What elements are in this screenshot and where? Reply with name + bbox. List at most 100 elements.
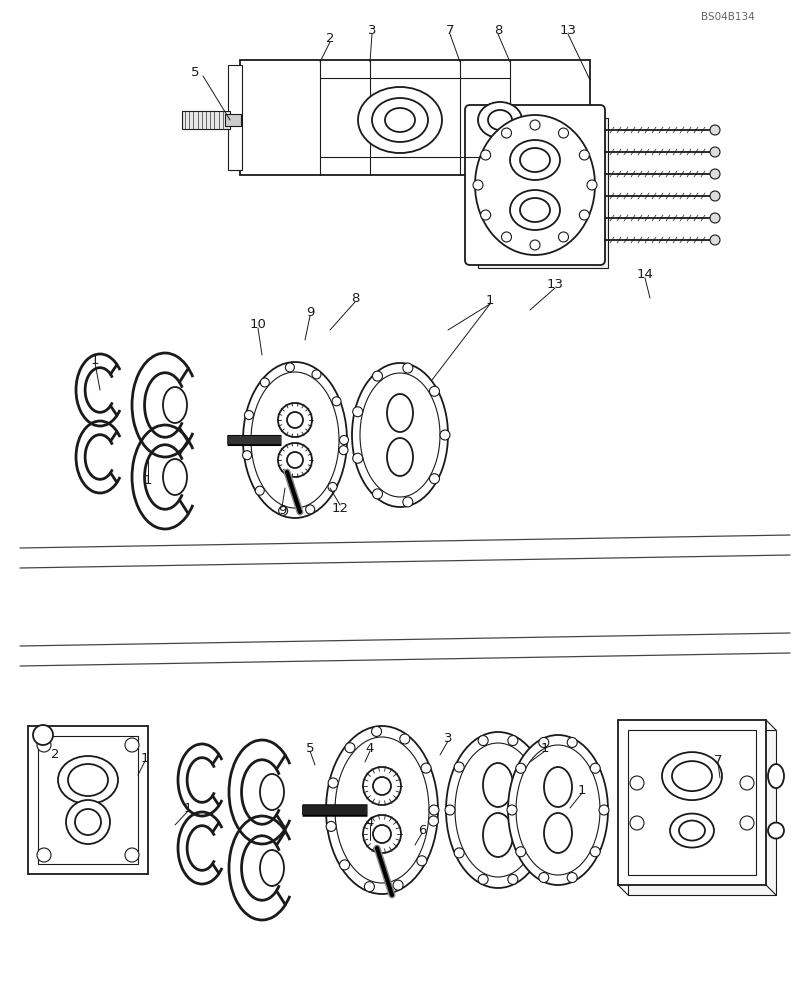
Circle shape: [567, 873, 577, 883]
Ellipse shape: [387, 438, 413, 476]
Bar: [240, 60, 590, 175]
Circle shape: [587, 180, 597, 190]
Circle shape: [532, 848, 542, 858]
Circle shape: [740, 816, 754, 830]
Circle shape: [710, 125, 720, 135]
FancyBboxPatch shape: [465, 105, 605, 265]
Circle shape: [768, 823, 784, 839]
Text: 8: 8: [351, 292, 360, 304]
Circle shape: [75, 809, 101, 835]
Ellipse shape: [670, 814, 714, 848]
Ellipse shape: [455, 743, 541, 877]
Ellipse shape: [516, 745, 600, 875]
Circle shape: [373, 825, 391, 843]
Circle shape: [242, 451, 251, 460]
Circle shape: [454, 848, 464, 858]
Text: 9: 9: [305, 306, 314, 320]
Bar: [628, 730, 756, 875]
Ellipse shape: [544, 813, 572, 853]
Ellipse shape: [483, 763, 513, 807]
Bar: [618, 720, 766, 885]
Text: 14: 14: [637, 268, 654, 282]
Text: 13: 13: [546, 278, 563, 292]
Circle shape: [285, 363, 294, 372]
Circle shape: [279, 506, 288, 515]
Ellipse shape: [544, 767, 572, 807]
Circle shape: [516, 847, 526, 857]
Text: 5: 5: [305, 742, 314, 754]
Text: 1: 1: [578, 784, 587, 796]
Text: 9: 9: [278, 504, 286, 516]
Circle shape: [328, 482, 337, 491]
Ellipse shape: [520, 148, 550, 172]
Circle shape: [345, 743, 355, 753]
Circle shape: [502, 128, 511, 138]
Circle shape: [440, 430, 450, 440]
Circle shape: [590, 763, 600, 773]
Text: 2: 2: [326, 31, 335, 44]
Circle shape: [558, 128, 569, 138]
Circle shape: [328, 778, 338, 788]
Circle shape: [255, 486, 264, 495]
Circle shape: [421, 763, 431, 773]
Bar: [478, 118, 608, 268]
Ellipse shape: [385, 108, 415, 132]
Circle shape: [353, 453, 363, 463]
Ellipse shape: [243, 362, 347, 518]
Ellipse shape: [358, 87, 442, 153]
Circle shape: [532, 762, 542, 772]
Circle shape: [245, 411, 254, 420]
Circle shape: [579, 210, 589, 220]
Circle shape: [507, 805, 517, 815]
Text: 4: 4: [366, 742, 374, 754]
Circle shape: [445, 805, 455, 815]
Circle shape: [353, 407, 363, 417]
Text: 1: 1: [486, 294, 494, 306]
Circle shape: [305, 505, 314, 514]
Circle shape: [516, 763, 526, 773]
Text: 1: 1: [141, 752, 149, 764]
Ellipse shape: [672, 761, 712, 791]
Circle shape: [710, 191, 720, 201]
Circle shape: [541, 805, 551, 815]
Circle shape: [372, 371, 382, 381]
Circle shape: [430, 386, 440, 396]
Ellipse shape: [508, 735, 608, 885]
Text: 6: 6: [418, 824, 426, 836]
Text: 3: 3: [444, 732, 452, 744]
Circle shape: [530, 120, 540, 130]
Text: 13: 13: [559, 23, 576, 36]
Ellipse shape: [662, 752, 722, 800]
Text: 2: 2: [51, 748, 59, 762]
Text: 1: 1: [183, 802, 192, 814]
Text: 7: 7: [446, 23, 454, 36]
Ellipse shape: [510, 190, 560, 230]
Circle shape: [393, 880, 403, 890]
Ellipse shape: [163, 459, 187, 495]
Text: 8: 8: [494, 23, 503, 36]
Circle shape: [508, 874, 518, 884]
Circle shape: [364, 882, 374, 892]
Circle shape: [454, 762, 464, 772]
Ellipse shape: [260, 774, 284, 810]
Bar: [182, 111, 230, 129]
Ellipse shape: [488, 110, 512, 130]
Bar: [228, 65, 242, 170]
Circle shape: [630, 776, 644, 790]
Circle shape: [363, 767, 401, 805]
Circle shape: [66, 800, 110, 844]
Circle shape: [481, 210, 490, 220]
Circle shape: [400, 734, 410, 744]
Text: 3: 3: [368, 23, 377, 36]
Ellipse shape: [483, 813, 513, 857]
Circle shape: [710, 213, 720, 223]
Circle shape: [567, 737, 577, 747]
Circle shape: [403, 497, 413, 507]
Circle shape: [37, 738, 51, 752]
Ellipse shape: [679, 821, 705, 841]
Ellipse shape: [360, 373, 440, 497]
Circle shape: [125, 848, 139, 862]
Circle shape: [481, 150, 490, 160]
Ellipse shape: [58, 756, 118, 804]
Circle shape: [339, 436, 348, 444]
